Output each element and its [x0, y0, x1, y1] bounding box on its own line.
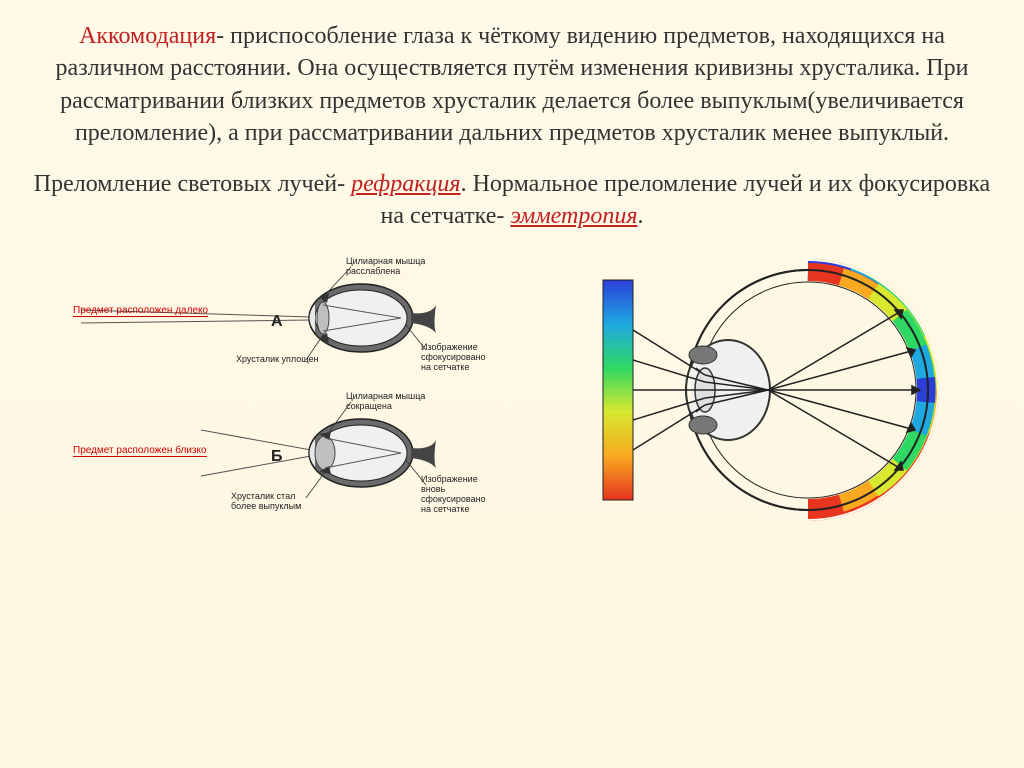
letter-b: Б [271, 448, 283, 466]
left-diagram-accommodation: Предмет расположен далеко А Цилиарная мы… [71, 255, 511, 525]
label-b-lens: Хрусталик стал более выпуклым [231, 492, 301, 512]
paragraph-refraction: Преломление световых лучей- рефракция. Н… [30, 168, 994, 233]
label-b-image: Изображение вновь сфокусировано на сетча… [421, 475, 486, 515]
term-refraction: рефракция [351, 171, 460, 197]
right-diagram-refraction [593, 250, 953, 530]
red-label-b: Предмет расположен близко [73, 445, 207, 457]
eye-block-b: Предмет расположен близко Б Цилиарная мы… [71, 390, 511, 510]
eye-block-a: Предмет расположен далеко А Цилиарная мы… [71, 255, 511, 375]
para2-t3: . [638, 203, 644, 229]
diagrams-row: Предмет расположен далеко А Цилиарная мы… [30, 250, 994, 530]
label-b-ciliary: Цилиарная мышца сокращена [346, 392, 425, 412]
label-a-lens: Хрусталик уплощен [236, 355, 319, 365]
term-accommodation: Аккомодация [79, 23, 216, 49]
para2-t1: Преломление световых лучей- [34, 171, 351, 197]
red-label-a: Предмет расположен далеко [73, 305, 208, 317]
para2-t2: . Нормальное преломление лучей и их фоку… [380, 171, 990, 229]
paragraph-accommodation: Аккомодация- приспособление глаза к чётк… [30, 20, 994, 150]
refraction-svg [593, 250, 953, 530]
label-a-image: Изображение сфокусировано на сетчатке [421, 343, 486, 373]
label-a-ciliary: Цилиарная мышца расслаблена [346, 257, 425, 277]
letter-a: А [271, 313, 283, 331]
term-emmetropia: эмметропия [510, 203, 637, 229]
